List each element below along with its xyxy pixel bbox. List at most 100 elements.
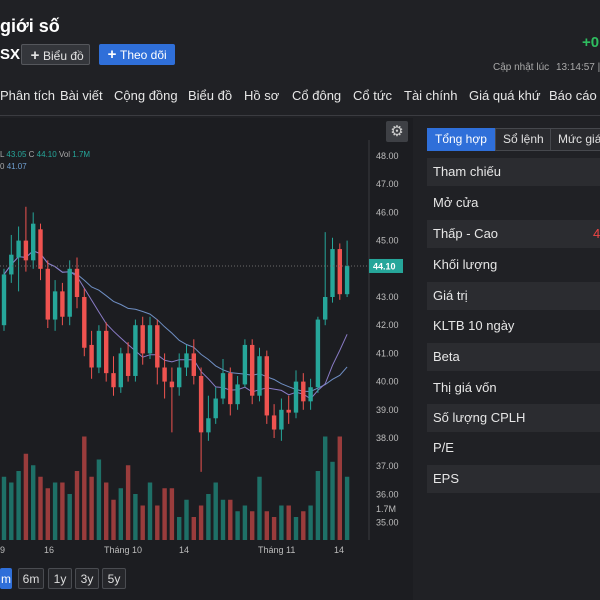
candle-body — [257, 356, 262, 396]
nav-item[interactable]: Biểu đồ — [188, 88, 233, 103]
candle-body — [308, 387, 313, 402]
legend-vol-label: Vol — [58, 150, 71, 159]
volume-bar — [67, 494, 72, 540]
volume-bar — [213, 482, 218, 540]
nav-item[interactable]: Tài chính — [404, 88, 458, 103]
volume-bar — [89, 476, 94, 540]
volume-bar — [104, 482, 109, 540]
nav-item[interactable]: Phân tích — [0, 88, 55, 103]
y-tick-label: 48.00 — [376, 151, 399, 161]
stat-row: Beta — [427, 343, 600, 371]
nav-item[interactable]: Bài viết — [60, 88, 103, 103]
volume-bar — [52, 482, 58, 540]
y-tick-label: 45.00 — [376, 236, 399, 246]
legend-close-value: 44.10 — [36, 150, 57, 159]
nav-item[interactable]: Báo cáo — [549, 88, 597, 103]
nav-item[interactable]: Cộng đồng — [114, 88, 178, 103]
candle-body — [1, 274, 7, 326]
x-tick-label: 16 — [44, 545, 54, 555]
candle-body — [271, 415, 277, 430]
volume-bar — [250, 511, 255, 540]
volume-bar — [308, 505, 313, 540]
stat-label: KLTB 10 ngày — [433, 318, 515, 333]
volume-bar — [45, 488, 50, 540]
range-button[interactable]: 3y — [75, 568, 99, 589]
last-price-tag — [369, 258, 403, 273]
candle-body — [264, 356, 269, 416]
volume-bar — [155, 505, 160, 540]
volume-bar — [111, 499, 116, 540]
range-button[interactable]: m — [0, 568, 12, 589]
candle-body — [279, 409, 284, 430]
tab-summary[interactable]: Tổng hợp — [427, 128, 495, 151]
stat-row: EPS — [427, 465, 600, 493]
range-button[interactable]: 1y — [48, 568, 72, 589]
tab-price-levels[interactable]: Mức giá — [550, 128, 600, 151]
stat-row: Tham chiếu — [427, 158, 600, 186]
candle-body — [315, 319, 321, 388]
volume-bar — [82, 436, 87, 540]
candle-body — [293, 381, 299, 413]
nav-item[interactable]: Giá quá khứ — [469, 88, 541, 103]
candle-body — [184, 353, 189, 368]
volume-bar — [198, 505, 204, 540]
legend-close-label: C — [28, 150, 35, 159]
volume-bar — [220, 499, 226, 540]
candle-body — [213, 398, 218, 419]
candle-body — [337, 249, 342, 295]
candle-body — [177, 367, 182, 388]
volume-bar — [286, 505, 291, 540]
y-tick-label: 43.00 — [376, 292, 399, 302]
update-value: 13:14:57 | 0 — [555, 62, 600, 73]
legend-ma-value: 41.07 — [6, 162, 27, 171]
ma-short-line — [3, 250, 348, 400]
candle-body — [23, 240, 29, 261]
price-change: +0 — [582, 34, 600, 51]
stat-row: Thị giá vốn — [427, 374, 600, 402]
candle-body — [111, 373, 116, 388]
nav-item[interactable]: Cổ đông — [292, 88, 342, 103]
candle-body — [206, 418, 211, 433]
candle-body — [191, 353, 196, 376]
chart-legend: L 43.05 C 44.10 Vol 1.7M — [0, 150, 90, 159]
legend-low-label: L — [0, 150, 5, 159]
tab-order-book[interactable]: Sổ lệnh — [495, 128, 552, 151]
candle-body — [242, 344, 248, 385]
x-tick-label: 14 — [179, 545, 189, 555]
candle-body — [147, 325, 153, 354]
candle-body — [9, 254, 14, 275]
chart-button[interactable]: + Biểu đồ — [21, 44, 90, 65]
volume-bar — [118, 488, 123, 540]
candle-body — [344, 265, 350, 295]
stat-value: 4 — [593, 226, 600, 241]
plus-icon: + — [30, 47, 40, 64]
nav-item[interactable]: Hồ sơ — [244, 88, 280, 103]
y-tick-label: 37.00 — [376, 461, 399, 471]
volume-bar — [140, 505, 145, 540]
gear-icon[interactable]: ⚙ — [386, 121, 408, 142]
volume-bar — [330, 461, 335, 540]
candle-body — [220, 373, 226, 399]
volume-bar — [96, 459, 102, 540]
x-tick-label: 9 — [0, 545, 5, 555]
volume-bar — [31, 465, 36, 540]
stat-row: P/E — [427, 434, 600, 462]
stat-label: Khối lượng — [433, 257, 498, 272]
price-chart[interactable]: 48.0047.0046.0045.0044.0043.0042.0041.00… — [0, 140, 413, 565]
y-tick-label: 41.00 — [376, 348, 399, 358]
volume-bar — [279, 505, 284, 540]
update-label: Cập nhật lúc — [493, 62, 550, 73]
candle-body — [330, 249, 335, 297]
chart-button-label: Biểu đồ — [43, 49, 84, 63]
candle-body — [67, 268, 72, 317]
stat-label: Beta — [433, 349, 460, 364]
range-button[interactable]: 5y — [102, 568, 126, 589]
follow-button[interactable]: + Theo dõi — [99, 44, 175, 65]
volume-bar — [60, 482, 65, 540]
candle-body — [60, 291, 65, 317]
volume-bar — [133, 494, 138, 540]
stat-label: P/E — [433, 440, 454, 455]
follow-button-label: Theo dõi — [120, 48, 167, 62]
nav-item[interactable]: Cổ tức — [353, 88, 393, 103]
range-button[interactable]: 6m — [18, 568, 44, 589]
